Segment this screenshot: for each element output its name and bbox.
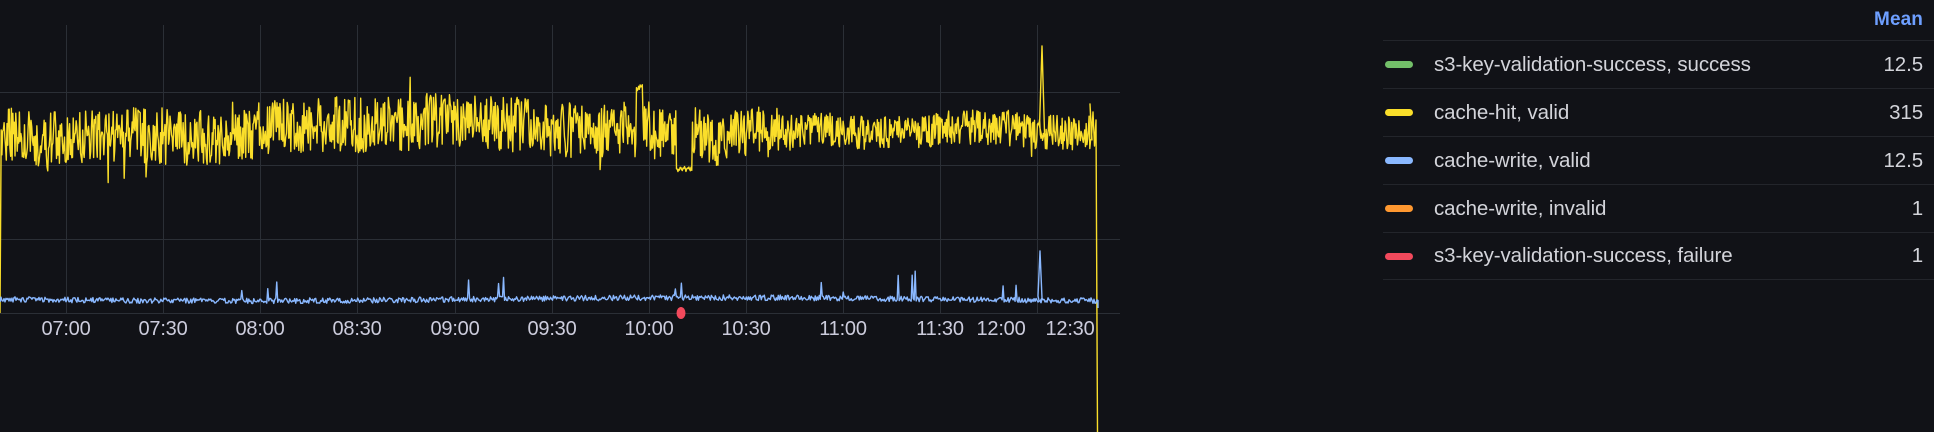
series-mean-value: 315	[1889, 100, 1923, 124]
vertical-gridlines	[66, 25, 1038, 314]
chart-plot-area[interactable]	[0, 0, 1120, 432]
legend-row[interactable]: cache-hit, valid 315	[1383, 88, 1934, 136]
x-tick-label: 09:30	[527, 318, 577, 340]
x-tick-label: 12:00	[976, 318, 1026, 340]
series-color-swatch[interactable]	[1385, 252, 1413, 260]
series-cache-hit-valid	[0, 45, 1099, 432]
legend-mean-column-header[interactable]: Mean	[1874, 9, 1923, 30]
x-axis-tick-labels: 07:00 07:30 08:00 08:30 09:00 09:30 10:00 10:30…	[0, 318, 1120, 354]
series-color-swatch[interactable]	[1385, 61, 1413, 68]
series-mean-value: 12.5	[1883, 52, 1924, 76]
series-mean-value: 1	[1911, 244, 1923, 267]
legend-row[interactable]: s3-key-validation-success, failure 1	[1383, 232, 1934, 280]
x-tick-label: 07:30	[138, 318, 188, 340]
x-tick-label: 08:00	[235, 318, 285, 340]
series-label[interactable]: cache-write, invalid	[1434, 196, 1607, 220]
x-tick-label: 10:00	[624, 318, 674, 340]
x-tick-label: 07:00	[41, 318, 91, 340]
series-mean-value: 12.5	[1883, 148, 1924, 172]
legend-header-row: Mean	[1383, 0, 1934, 40]
series-mean-value: 1	[1911, 196, 1923, 220]
legend-rows[interactable]: s3-key-validation-success, success 12.5 ca…	[1383, 40, 1934, 280]
series-s3-key-validation-failure-point	[676, 307, 686, 319]
series-label[interactable]: s3-key-validation-success, failure	[1434, 244, 1733, 267]
series-cache-write-valid	[0, 250, 1099, 308]
x-tick-label: 11:30	[916, 318, 964, 340]
x-tick-label: 09:00	[430, 318, 480, 340]
series-color-swatch[interactable]	[1385, 109, 1413, 116]
legend-table[interactable]: Mean s3-key-validation-success, success 1…	[1383, 0, 1934, 432]
legend-row[interactable]: cache-write, invalid 1	[1383, 184, 1934, 232]
x-tick-label: 12:30	[1045, 318, 1095, 340]
legend-row[interactable]: s3-key-validation-success, success 12.5	[1383, 40, 1934, 88]
series-color-swatch[interactable]	[1385, 157, 1413, 164]
x-tick-label: 08:30	[332, 318, 382, 340]
series-label[interactable]: s3-key-validation-success, success	[1434, 52, 1751, 76]
x-tick-label: 11:00	[819, 318, 867, 340]
x-tick-label: 10:30	[721, 318, 771, 340]
chart-svg	[0, 25, 1120, 432]
series-label[interactable]: cache-write, valid	[1434, 148, 1591, 172]
series-color-swatch[interactable]	[1385, 205, 1413, 212]
series-label[interactable]: cache-hit, valid	[1434, 100, 1570, 124]
legend-row[interactable]: cache-write, valid 12.5	[1383, 136, 1934, 184]
